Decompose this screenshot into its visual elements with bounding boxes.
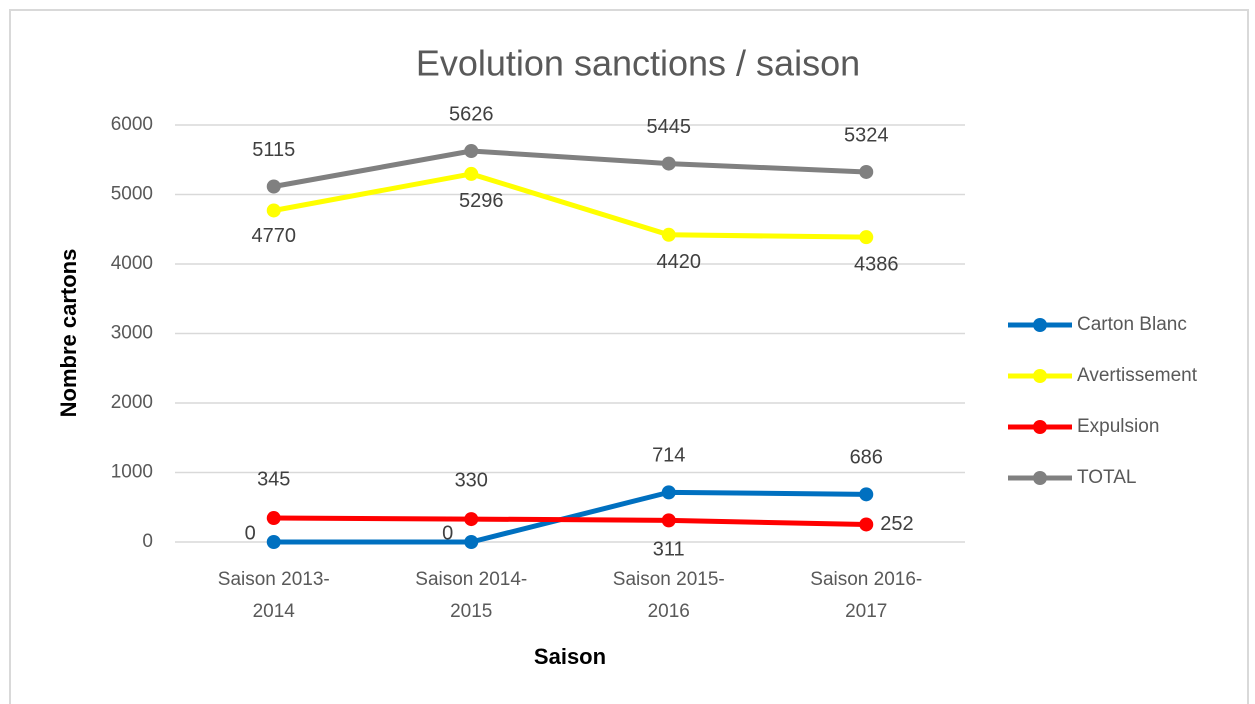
y-tick-label: 6000 xyxy=(111,114,153,135)
data-label: 330 xyxy=(455,469,488,491)
x-tick-label: Saison 2014-2015 xyxy=(415,569,527,622)
x-tick-label: Saison 2013-2014 xyxy=(218,569,330,622)
chart-frame xyxy=(9,9,1249,704)
point xyxy=(859,517,874,532)
data-label: 5115 xyxy=(252,139,295,161)
y-tick-label: 1000 xyxy=(111,462,153,483)
x-tick-label: Saison 2015-2016 xyxy=(613,569,725,622)
data-label: 4770 xyxy=(252,225,297,247)
series-line xyxy=(273,489,867,545)
y-tick-label: 4000 xyxy=(111,253,153,274)
legend-label: TOTAL xyxy=(1077,467,1136,488)
series-line xyxy=(273,148,867,189)
data-label: 5445 xyxy=(647,116,692,138)
x-tick-label: Saison 2016-2017 xyxy=(810,569,922,622)
data-label: 0 xyxy=(442,522,453,544)
data-label: 5324 xyxy=(844,124,889,146)
point xyxy=(859,230,874,245)
y-tick-label: 5000 xyxy=(111,184,153,205)
data-label: 5626 xyxy=(449,103,494,125)
point xyxy=(661,513,676,528)
y-tick-label: 2000 xyxy=(111,392,153,413)
point xyxy=(266,179,281,194)
data-label: 0 xyxy=(245,522,256,544)
point xyxy=(266,535,281,549)
y-tick-label: 0 xyxy=(142,531,153,552)
legend-marker xyxy=(1033,420,1047,434)
point xyxy=(661,156,676,171)
data-label: 4420 xyxy=(657,251,702,273)
point xyxy=(464,166,479,181)
series-line xyxy=(273,515,867,527)
point xyxy=(464,143,479,158)
legend-marker xyxy=(1033,318,1047,332)
point xyxy=(661,485,676,500)
chart-title: Evolution sanctions / saison xyxy=(416,43,860,84)
legend-marker xyxy=(1033,471,1047,485)
y-tick-label: 3000 xyxy=(111,323,153,344)
data-label: 345 xyxy=(257,468,290,490)
data-label: 311 xyxy=(653,539,685,561)
legend-label: Avertissement xyxy=(1077,365,1198,386)
legend-marker xyxy=(1033,369,1047,383)
legend-label: Expulsion xyxy=(1077,416,1159,437)
point xyxy=(464,512,479,527)
legend-label: Carton Blanc xyxy=(1077,314,1187,335)
data-label: 686 xyxy=(850,447,883,469)
point xyxy=(859,487,874,502)
data-label: 252 xyxy=(880,513,913,535)
point xyxy=(859,164,874,179)
y-axis-label: Nombre cartons xyxy=(56,249,81,418)
x-axis-label: Saison xyxy=(534,644,606,669)
point xyxy=(266,203,281,218)
series-line xyxy=(273,171,867,240)
point xyxy=(266,511,281,526)
data-label: 714 xyxy=(652,445,685,467)
point xyxy=(464,535,479,549)
data-label: 4386 xyxy=(854,253,899,275)
data-label: 5296 xyxy=(459,190,504,212)
point xyxy=(661,227,676,242)
